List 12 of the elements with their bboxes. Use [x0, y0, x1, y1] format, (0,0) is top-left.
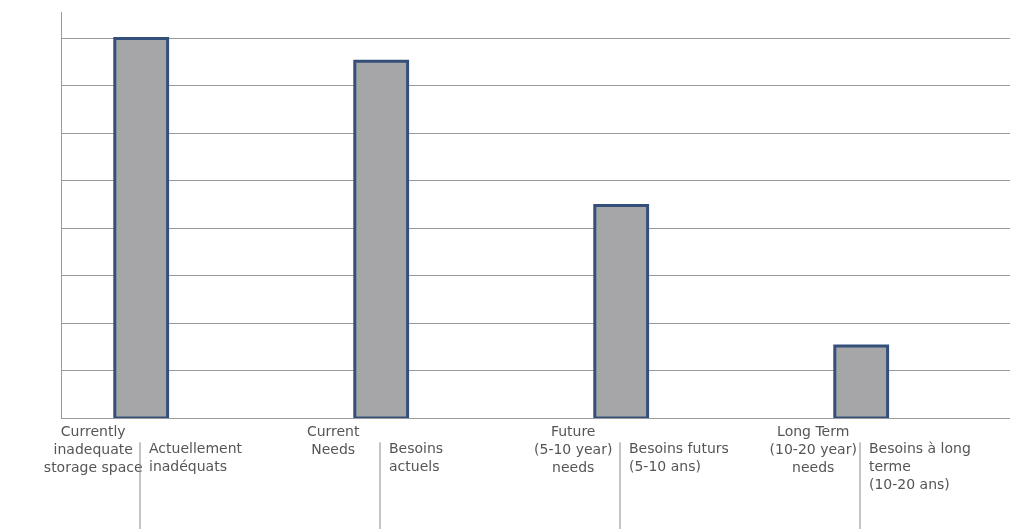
bar: [833, 344, 890, 418]
x-tick-label: Future (5-10 year) needs: [534, 422, 613, 476]
x-tick-label: Current Needs: [306, 422, 360, 457]
x-tick-label: Currently inadequate storage space: [43, 422, 143, 476]
bar: [593, 204, 650, 418]
text: Actuellement inadéquats: [149, 440, 243, 475]
text: Besoins futurs (5-10 ans): [629, 440, 729, 475]
x-tick-label: Long Term (10-20 year) needs: [769, 422, 857, 476]
bar: [353, 59, 410, 418]
bar: [113, 37, 170, 418]
text: Besoins actuels: [389, 440, 444, 475]
text: Besoins à long terme (10-20 ans): [869, 440, 971, 493]
